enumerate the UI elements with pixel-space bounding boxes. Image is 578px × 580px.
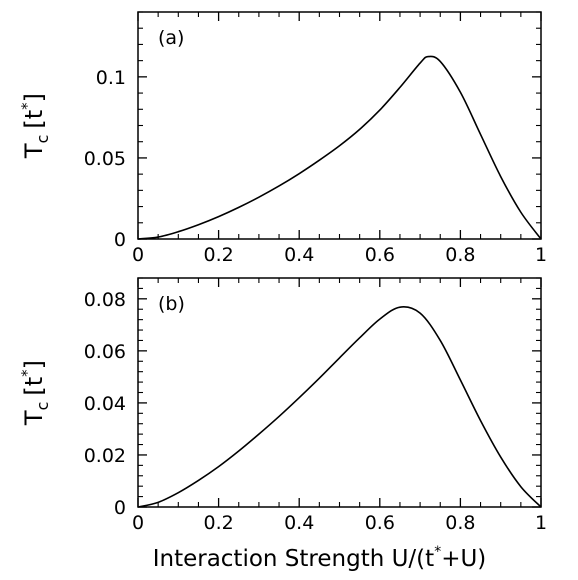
y-axis-label-b: Tc[t*] <box>18 360 52 426</box>
panel-label-b: (b) <box>158 293 185 315</box>
x-tick-label: 0.4 <box>284 244 314 266</box>
y-tick-label: 0 <box>114 229 126 251</box>
y-tick-label: 0.04 <box>84 393 126 415</box>
y-tick-label: 0.05 <box>84 148 126 170</box>
x-tick-label: 1 <box>535 244 547 266</box>
panel-b: 0 0.2 0.4 0.6 0.8 1 0 0.02 0.04 0.06 0.08 (b) Tc[t… <box>18 277 547 572</box>
panel-a: 0 0.2 0.4 0.6 0.8 1 0 0.05 0.1 (a) Tc[t*] <box>18 11 547 266</box>
x-tick-label: 0.6 <box>365 512 395 534</box>
y-tick-label: 0.02 <box>84 445 126 467</box>
x-tick-label: 0.8 <box>445 244 475 266</box>
ticks-b: 0 0.2 0.4 0.6 0.8 1 0 0.02 0.04 0.06 0.08 <box>84 277 547 534</box>
y-tick-label: 0 <box>114 497 126 519</box>
ticks-a: 0 0.2 0.4 0.6 0.8 1 0 0.05 0.1 <box>84 11 547 266</box>
x-tick-label: 0.2 <box>203 244 233 266</box>
y-axis-label-a: Tc[t*] <box>18 93 52 159</box>
x-tick-label: 0.6 <box>365 244 395 266</box>
x-tick-label: 0.8 <box>445 512 475 534</box>
x-axis-label: Interaction Strength U/(t*+U) <box>153 544 487 572</box>
x-tick-label: 0 <box>132 512 144 534</box>
x-tick-label: 1 <box>535 512 547 534</box>
y-tick-label: 0.06 <box>84 341 126 363</box>
panel-label-a: (a) <box>158 27 184 49</box>
tc-curve-a <box>137 55 542 240</box>
plot-frame-a <box>137 11 542 240</box>
x-tick-label: 0.4 <box>284 512 314 534</box>
x-tick-label: 0.2 <box>203 512 233 534</box>
y-tick-label: 0.1 <box>96 67 126 89</box>
x-tick-label: 0 <box>132 244 144 266</box>
tc-curve-b <box>137 306 542 508</box>
y-tick-label: 0.08 <box>84 289 126 311</box>
plot-frame-b <box>137 277 542 508</box>
